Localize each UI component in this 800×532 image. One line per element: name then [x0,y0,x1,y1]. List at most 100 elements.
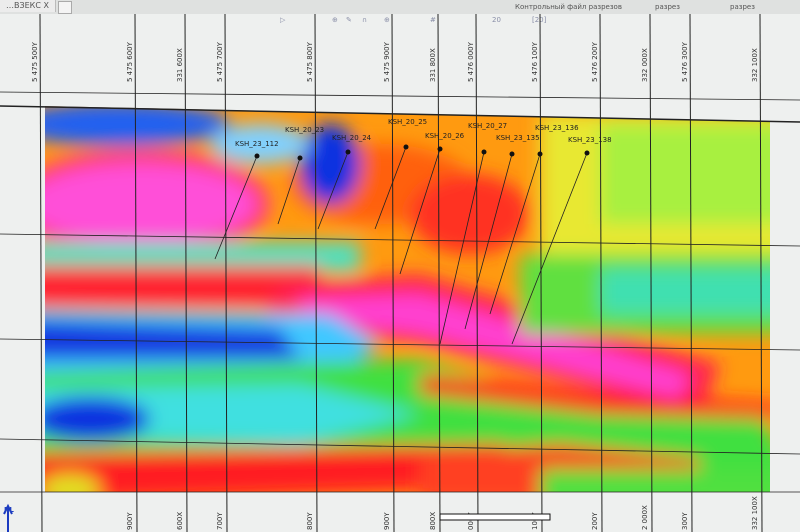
grid-line-horizontal [0,438,800,455]
zoom-field[interactable]: 20 [492,16,501,24]
drillhole[interactable]: KSH_20_23 [277,126,324,225]
drillhole-trace [374,146,407,230]
window-titlebar: …ВЗЕКС X Контрольный файл разрезов разре… [0,0,800,15]
grid-line-vertical [314,14,318,532]
header-title: Контрольный файл разрезов [515,3,622,11]
grid-line-vertical [184,14,188,532]
toolbar: ▷ ⊕ ✎ ∩ ⊕ # 20 [20] [280,16,610,26]
grid-label-top: 5 476 200Y [591,41,599,82]
grid-label-top: 5 476 100Y [531,41,539,82]
grid-label-bottom: 800Y [306,512,314,530]
section-plot: 5 475 500Y 5 475 600Y 900Y 331 600X 600X 5 47… [0,14,800,532]
grid-label-top: 5 475 800Y [306,41,314,82]
drillhole[interactable]: KSH_23_136 [489,124,579,315]
grid-line-vertical [689,14,693,532]
grid-line-horizontal [0,105,800,123]
drillhole-trace [317,151,349,230]
drillhole-collar[interactable] [481,149,487,155]
grid-label-bottom: 700Y [216,512,224,530]
grid-label-top: 331 600X [176,48,184,82]
drillhole-label: KSH_20_26 [425,132,465,140]
drillhole-trace [464,153,513,330]
drillhole-label: KSH_23_138 [568,136,612,144]
grid-line-vertical [649,14,653,532]
grid-label-bottom: 332 100X [751,496,759,530]
grid-line-horizontal [0,338,800,351]
drillhole[interactable]: KSH_23_112 [214,140,279,260]
grid-line-vertical [475,14,479,532]
drillhole-trace [489,153,541,315]
grid-label-bottom: 2 000X [641,505,649,530]
grid-label-top: 5 475 500Y [31,41,39,82]
target-tool-icon[interactable]: ⊕ [384,16,390,24]
drillhole-label: KSH_20_25 [388,118,427,126]
grid-line-vertical [134,14,138,532]
grid-label-bottom: 600X [176,512,184,530]
drillhole-trace [277,157,301,225]
tab-label: …ВЗЕКС X [6,1,49,10]
drillhole-collar[interactable] [537,151,543,157]
zoom-field-bracketed[interactable]: [20] [532,16,547,24]
grid-line-horizontal [0,233,800,247]
magnet-tool-icon[interactable]: ∩ [362,16,368,24]
grid-line-vertical [224,14,228,532]
drillhole[interactable]: KSH_20_26 [399,132,465,275]
drillhole-collar[interactable] [345,149,351,155]
grid-label-bottom: 900Y [126,512,134,530]
drillhole[interactable]: KSH_20_24 [317,134,372,230]
resistivity-heatmap [45,106,770,492]
edit-tool-icon[interactable]: ✎ [346,16,352,24]
drillhole-collar[interactable] [509,151,515,157]
grid-line-vertical [599,14,603,532]
grid-label-top: 332 000X [641,48,649,82]
drillhole-label: KSH_23_112 [235,140,279,148]
drillhole-label: KSH_23_136 [535,124,579,132]
document-tab[interactable]: …ВЗЕКС X [0,0,56,12]
header-item[interactable]: разрез [730,3,755,11]
header-item[interactable]: разрез [655,3,680,11]
grid-label-top: 5 476 000Y [467,41,475,82]
grid-label-top: 5 476 300Y [681,41,689,82]
rl-label: RL [4,506,14,514]
new-tab-button[interactable] [58,1,72,14]
drillhole-collar[interactable] [297,155,303,161]
drillhole[interactable]: KSH_20_27 [439,122,507,345]
drillhole-label: KSH_20_24 [332,134,372,142]
grid-tool-icon[interactable]: # [430,16,436,24]
grid-line-horizontal [0,91,800,101]
coordinate-grid [0,14,800,532]
drillhole[interactable]: KSH_23_138 [511,136,612,345]
section-view[interactable]: ▷ ⊕ ✎ ∩ ⊕ # 20 [20] [0,14,800,532]
grid-label-bottom: 100Y [531,512,539,530]
select-tool-icon[interactable]: ▷ [280,16,286,24]
rl-arrow-icon [3,503,13,532]
grid-label-bottom: 300Y [681,512,689,530]
grid-line-vertical [39,14,43,532]
scale-bar [439,513,551,521]
grid-label-top: 5 475 700Y [216,41,224,82]
grid-label-top: 332 100X [751,48,759,82]
drillhole-label: KSH_20_27 [468,122,507,130]
grid-label-bottom: 200Y [591,512,599,530]
grid-line-vertical [539,14,543,532]
grid-line-vertical [759,14,763,532]
drillhole[interactable]: KSH_20_25 [374,118,427,230]
drillhole-collar[interactable] [254,153,260,159]
drillholes: KSH_23_112 KSH_20_23 KSH_20_24 KSH_20_25 KSH… [214,118,612,345]
crosshair-tool-icon[interactable]: ⊕ [332,16,338,24]
drillhole-label: KSH_23_135 [496,134,540,142]
drillhole-trace [214,155,258,260]
drillhole-trace [439,151,485,345]
grid-line-vertical [391,14,395,532]
grid-label-bottom: 000Y [467,512,475,530]
grid-label-top: 5 475 900Y [383,41,391,82]
grid-label-bottom: 800X [429,512,437,530]
drillhole-trace [511,152,588,345]
drillhole-collar[interactable] [584,150,590,156]
drillhole-collar[interactable] [403,144,409,150]
drillhole[interactable]: KSH_23_135 [464,134,540,330]
grid-label-top: 331 800X [429,48,437,82]
grid-line-vertical [437,14,441,532]
drillhole-collar[interactable] [437,146,443,152]
drillhole-trace [399,148,441,275]
